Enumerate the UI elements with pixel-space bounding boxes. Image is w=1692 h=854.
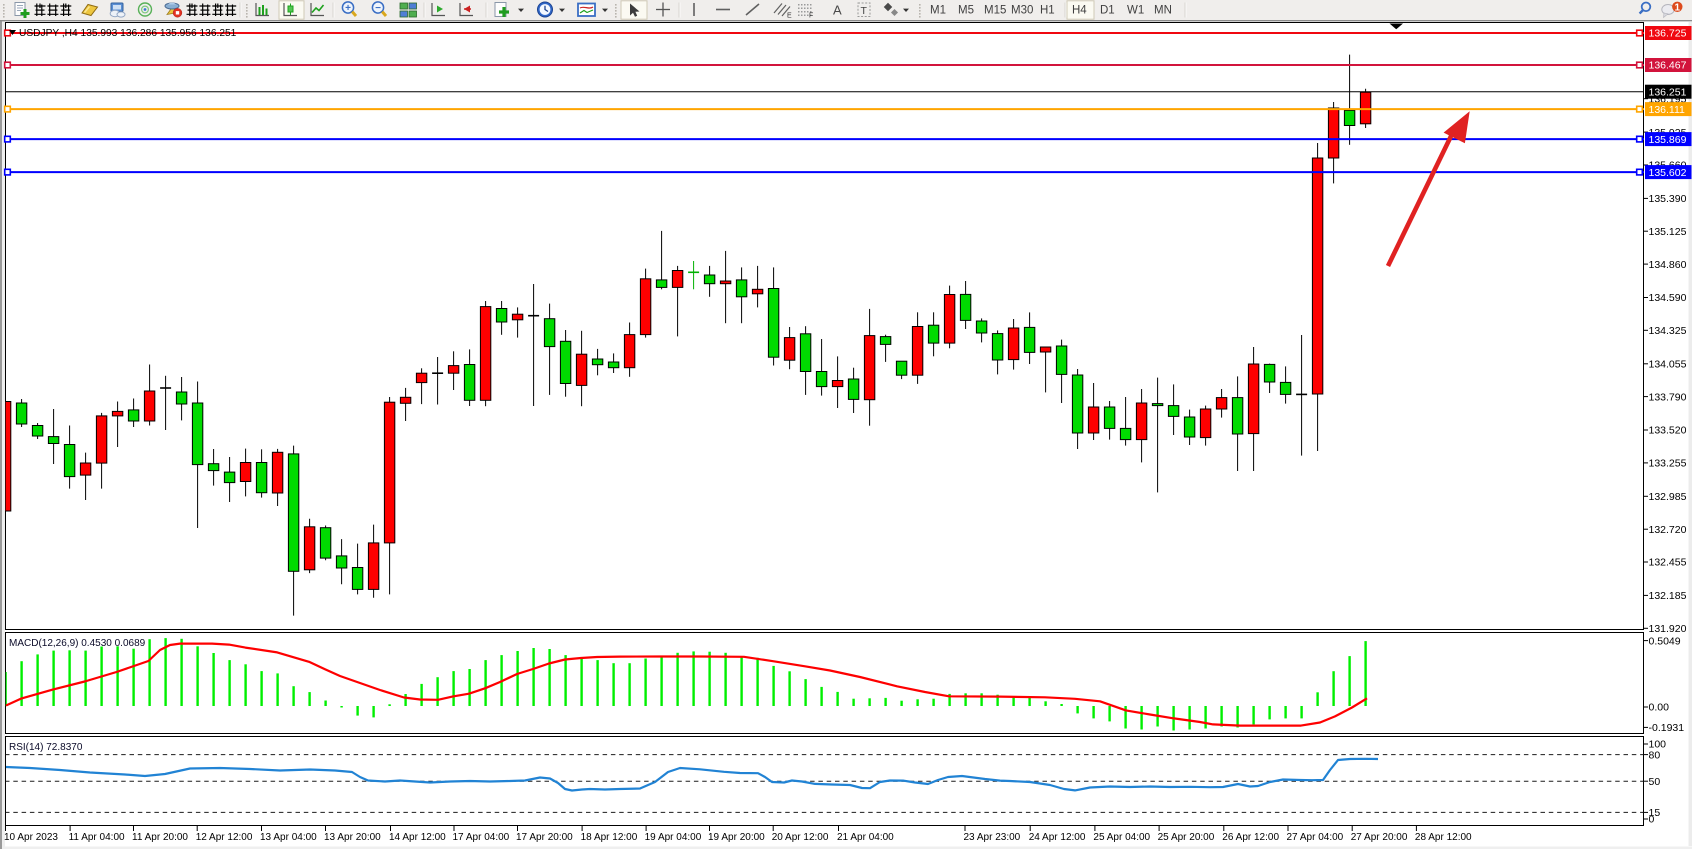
svg-text:10 Apr 2023: 10 Apr 2023 bbox=[4, 832, 58, 843]
svg-text:21 Apr 04:00: 21 Apr 04:00 bbox=[837, 832, 894, 843]
svg-text:134.860: 134.860 bbox=[1649, 259, 1687, 271]
svg-text:132.985: 132.985 bbox=[1649, 491, 1687, 503]
svg-text:136.111: 136.111 bbox=[1649, 104, 1686, 116]
svg-text:W1: W1 bbox=[1127, 5, 1144, 17]
svg-text:RSI(14) 72.8370: RSI(14) 72.8370 bbox=[9, 742, 83, 753]
svg-text:0.5049: 0.5049 bbox=[1649, 635, 1681, 647]
svg-text:23 Apr 23:00: 23 Apr 23:00 bbox=[964, 832, 1021, 843]
svg-text:M5: M5 bbox=[958, 5, 974, 17]
svg-text:136.251: 136.251 bbox=[1649, 86, 1687, 98]
svg-text:USDJPY ,H4 135.993 136.286 13: USDJPY ,H4 135.993 136.286 135.956 136.2… bbox=[19, 28, 237, 39]
svg-text:27 Apr 04:00: 27 Apr 04:00 bbox=[1287, 832, 1344, 843]
svg-text:133.790: 133.790 bbox=[1649, 391, 1687, 403]
svg-text:H4: H4 bbox=[1072, 5, 1087, 17]
svg-text:MN: MN bbox=[1154, 5, 1172, 17]
svg-text:25 Apr 20:00: 25 Apr 20:00 bbox=[1158, 832, 1215, 843]
svg-text:132.185: 132.185 bbox=[1649, 590, 1687, 602]
svg-text:135.602: 135.602 bbox=[1649, 167, 1687, 179]
svg-text:136.725: 136.725 bbox=[1649, 28, 1687, 40]
svg-text:27 Apr 20:00: 27 Apr 20:00 bbox=[1351, 832, 1408, 843]
svg-text:13 Apr 04:00: 13 Apr 04:00 bbox=[260, 832, 317, 843]
svg-text:M15: M15 bbox=[984, 5, 1006, 17]
svg-text:134.055: 134.055 bbox=[1649, 359, 1687, 371]
svg-text:132.455: 132.455 bbox=[1649, 557, 1687, 569]
svg-text:M30: M30 bbox=[1011, 5, 1033, 17]
svg-text:0.00: 0.00 bbox=[1649, 702, 1670, 714]
svg-text:24 Apr 12:00: 24 Apr 12:00 bbox=[1029, 832, 1086, 843]
svg-text:80: 80 bbox=[1649, 749, 1661, 761]
svg-text:A: A bbox=[833, 3, 842, 18]
svg-text:14 Apr 12:00: 14 Apr 12:00 bbox=[389, 832, 446, 843]
svg-text:19 Apr 20:00: 19 Apr 20:00 bbox=[708, 832, 765, 843]
svg-text:M1: M1 bbox=[930, 5, 946, 17]
svg-text:135.125: 135.125 bbox=[1649, 226, 1687, 238]
svg-text:-0.1931: -0.1931 bbox=[1649, 722, 1685, 734]
svg-text:26 Apr 12:00: 26 Apr 12:00 bbox=[1222, 832, 1279, 843]
svg-text:18 Apr 12:00: 18 Apr 12:00 bbox=[581, 832, 638, 843]
svg-text:T: T bbox=[861, 5, 868, 17]
svg-text:H1: H1 bbox=[1040, 5, 1055, 17]
svg-text:133.520: 133.520 bbox=[1649, 425, 1687, 437]
svg-text:28 Apr 12:00: 28 Apr 12:00 bbox=[1415, 832, 1472, 843]
svg-text:17 Apr 20:00: 17 Apr 20:00 bbox=[516, 832, 573, 843]
svg-text:133.255: 133.255 bbox=[1649, 458, 1687, 470]
svg-text:136.467: 136.467 bbox=[1649, 60, 1687, 72]
svg-text:1: 1 bbox=[1675, 2, 1681, 13]
svg-text:F: F bbox=[809, 13, 813, 20]
svg-text:0: 0 bbox=[1649, 814, 1655, 826]
svg-text:−: − bbox=[375, 3, 381, 14]
svg-text:19 Apr 04:00: 19 Apr 04:00 bbox=[645, 832, 702, 843]
svg-text:D1: D1 bbox=[1100, 5, 1115, 17]
svg-text:+: + bbox=[345, 3, 351, 14]
svg-text:E: E bbox=[787, 13, 792, 20]
svg-text:11 Apr 04:00: 11 Apr 04:00 bbox=[69, 832, 125, 843]
svg-text:135.390: 135.390 bbox=[1649, 193, 1687, 205]
svg-text:25 Apr 04:00: 25 Apr 04:00 bbox=[1093, 832, 1150, 843]
svg-text:11 Apr 20:00: 11 Apr 20:00 bbox=[132, 832, 188, 843]
svg-text:MACD(12,26,9) 0.4530 0.0689: MACD(12,26,9) 0.4530 0.0689 bbox=[9, 638, 146, 649]
svg-text:20 Apr 12:00: 20 Apr 12:00 bbox=[772, 832, 829, 843]
svg-text:131.920: 131.920 bbox=[1649, 623, 1687, 635]
svg-text:50: 50 bbox=[1649, 776, 1661, 788]
svg-text:134.590: 134.590 bbox=[1649, 292, 1687, 304]
svg-text:12 Apr 12:00: 12 Apr 12:00 bbox=[196, 832, 253, 843]
svg-text:13 Apr 20:00: 13 Apr 20:00 bbox=[324, 832, 381, 843]
svg-text:135.869: 135.869 bbox=[1649, 134, 1687, 146]
svg-text:17 Apr 04:00: 17 Apr 04:00 bbox=[453, 832, 510, 843]
svg-text:134.325: 134.325 bbox=[1649, 325, 1687, 337]
svg-text:132.720: 132.720 bbox=[1649, 524, 1687, 536]
